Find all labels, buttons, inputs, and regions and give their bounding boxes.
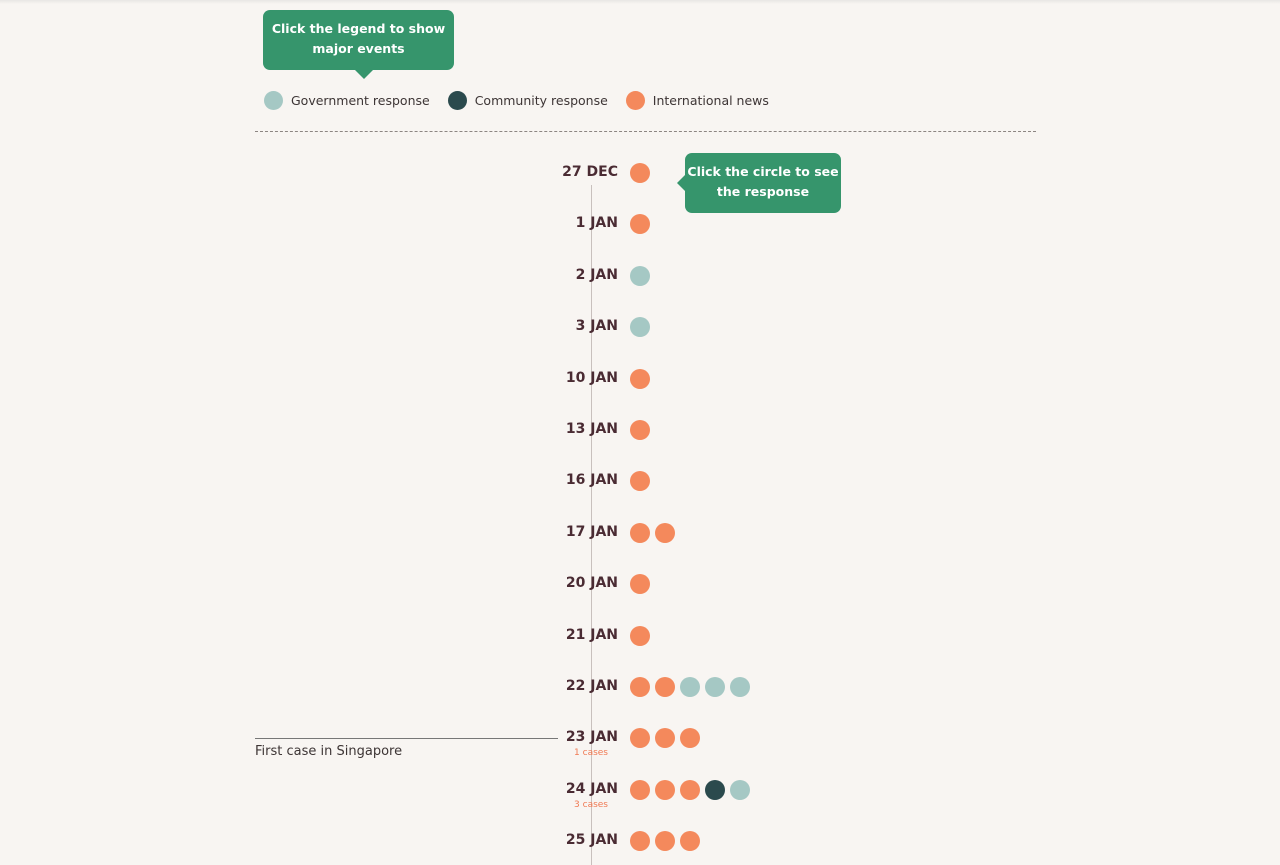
date-label: 10 JAN [565, 369, 618, 386]
case-count: 1 cases [574, 748, 608, 759]
date-label: 13 JAN [565, 421, 618, 437]
date-label: 23 JAN [565, 729, 618, 746]
event-circle-international[interactable] [630, 420, 650, 440]
timeline-row: 22 JAN [0, 677, 1280, 708]
event-circle-international[interactable] [630, 831, 650, 852]
timeline-row: 1 JAN [0, 214, 1280, 245]
event-circle-international[interactable] [630, 625, 650, 646]
timeline-row: 2 JAN [0, 265, 1280, 297]
timeline-row: 21 JAN [0, 625, 1280, 657]
legend-item-international[interactable]: International news [625, 91, 769, 110]
event-circle-government[interactable] [705, 677, 725, 697]
event-circle-international[interactable] [680, 728, 700, 749]
date-label: 17 JAN [565, 523, 618, 540]
date-label: 2 JAN [575, 266, 618, 283]
legend-label: International news [652, 93, 769, 108]
legend-tooltip: Click the legend to show major events [263, 10, 454, 79]
legend-dot-icon [264, 91, 283, 110]
legend-item-government[interactable]: Government response [264, 91, 430, 110]
event-circle-international[interactable] [630, 522, 650, 543]
timeline-row: 17 JAN [0, 522, 1280, 554]
timeline-row: 25 JAN [0, 831, 1280, 862]
timeline-row: 16 JAN [0, 471, 1280, 502]
event-circle-international[interactable] [655, 779, 675, 800]
event-circle-international[interactable] [655, 677, 675, 697]
event-circle-government[interactable] [630, 265, 650, 286]
date-label: 1 JAN [575, 215, 618, 232]
event-circle-international[interactable] [630, 779, 650, 800]
top-shadow [0, 0, 1280, 4]
date-label: 20 JAN [565, 575, 618, 592]
case-count: 3 cases [574, 799, 608, 810]
legend-dot-icon [625, 91, 645, 110]
date-label: 3 JAN [575, 318, 618, 335]
timeline-row: 3 JAN [0, 317, 1280, 348]
circle-tooltip: Click the circle to see the response [677, 153, 841, 213]
annotation-line [255, 738, 558, 739]
event-circle-international[interactable] [680, 779, 700, 800]
timeline-axis [591, 185, 592, 865]
date-label: 24 JAN [565, 780, 618, 797]
legend-label: Government response [291, 93, 430, 108]
event-circle-government[interactable] [630, 317, 650, 338]
timeline-row: 23 JAN 1 cases [0, 728, 1280, 759]
date-label: 21 JAN [565, 626, 618, 643]
legend: Government response Community response Int… [264, 91, 787, 110]
date-label: 16 JAN [565, 472, 618, 489]
timeline-row: 20 JAN [0, 574, 1280, 605]
event-circle-international[interactable] [680, 831, 700, 852]
event-circle-international[interactable] [630, 368, 650, 389]
timeline-row: 27 DEC [0, 163, 1280, 194]
event-circle-international[interactable] [655, 728, 675, 749]
divider [255, 131, 1036, 132]
timeline-row: 10 JAN [0, 368, 1280, 400]
event-circle-international[interactable] [630, 677, 650, 697]
event-circle-international[interactable] [630, 574, 650, 595]
legend-label: Community response [474, 93, 608, 108]
event-circle-government[interactable] [730, 779, 750, 800]
date-label: 22 JAN [565, 678, 618, 694]
event-circle-international[interactable] [655, 831, 675, 852]
legend-dot-icon [447, 91, 467, 110]
event-circle-government[interactable] [730, 677, 750, 697]
event-circle-international[interactable] [630, 163, 650, 183]
date-label: 25 JAN [565, 832, 618, 849]
event-circle-international[interactable] [630, 728, 650, 749]
event-circle-community[interactable] [705, 779, 725, 800]
event-circle-international[interactable] [630, 214, 650, 235]
event-circle-government[interactable] [680, 677, 700, 697]
annotation-first-case: First case in Singapore [255, 744, 403, 759]
timeline-row: 24 JAN 3 cases [0, 779, 1280, 811]
legend-item-community[interactable]: Community response [447, 91, 608, 110]
timeline-row: 13 JAN [0, 420, 1280, 451]
event-circle-international[interactable] [630, 471, 650, 492]
date-label: 27 DEC [562, 164, 618, 180]
event-circle-international[interactable] [655, 522, 675, 543]
